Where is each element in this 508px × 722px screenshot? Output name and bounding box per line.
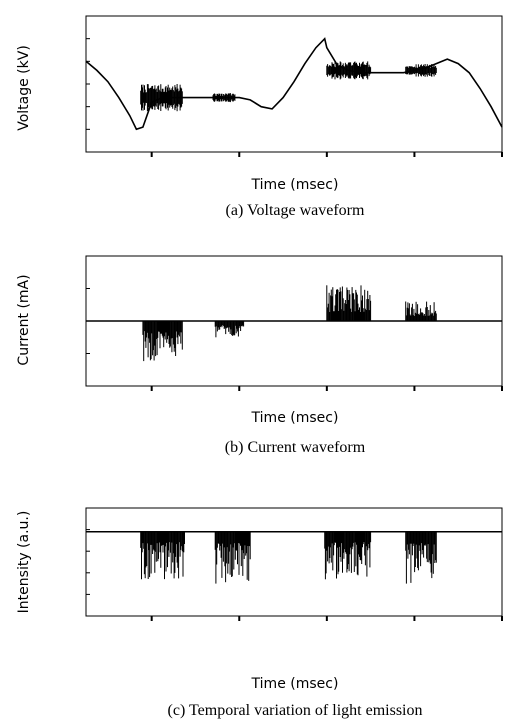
series-line <box>85 37 503 131</box>
xlabel: Time (msec) <box>251 410 339 426</box>
plot-frame <box>85 15 503 153</box>
voltage-panel: Voltage (kV) Time (msec) (a) Voltage wav… <box>16 15 503 219</box>
ylabel: Voltage (kV) <box>16 45 32 131</box>
current-panel: Current (mA) Time (msec) (b) Current wav… <box>16 255 503 456</box>
xlabel: Time (msec) <box>251 676 339 692</box>
caption: (b) Current waveform <box>225 439 366 456</box>
caption: (a) Voltage waveform <box>226 202 365 219</box>
ylabel: Current (mA) <box>16 274 32 365</box>
xlabel: Time (msec) <box>251 177 339 193</box>
caption: (c) Temporal variation of light emission <box>168 702 423 719</box>
ylabel: Intensity (a.u.) <box>16 511 32 614</box>
plot-frame <box>85 507 503 617</box>
intensity-panel: Intensity (a.u.) Time (msec) (c) Tempora… <box>16 507 503 719</box>
